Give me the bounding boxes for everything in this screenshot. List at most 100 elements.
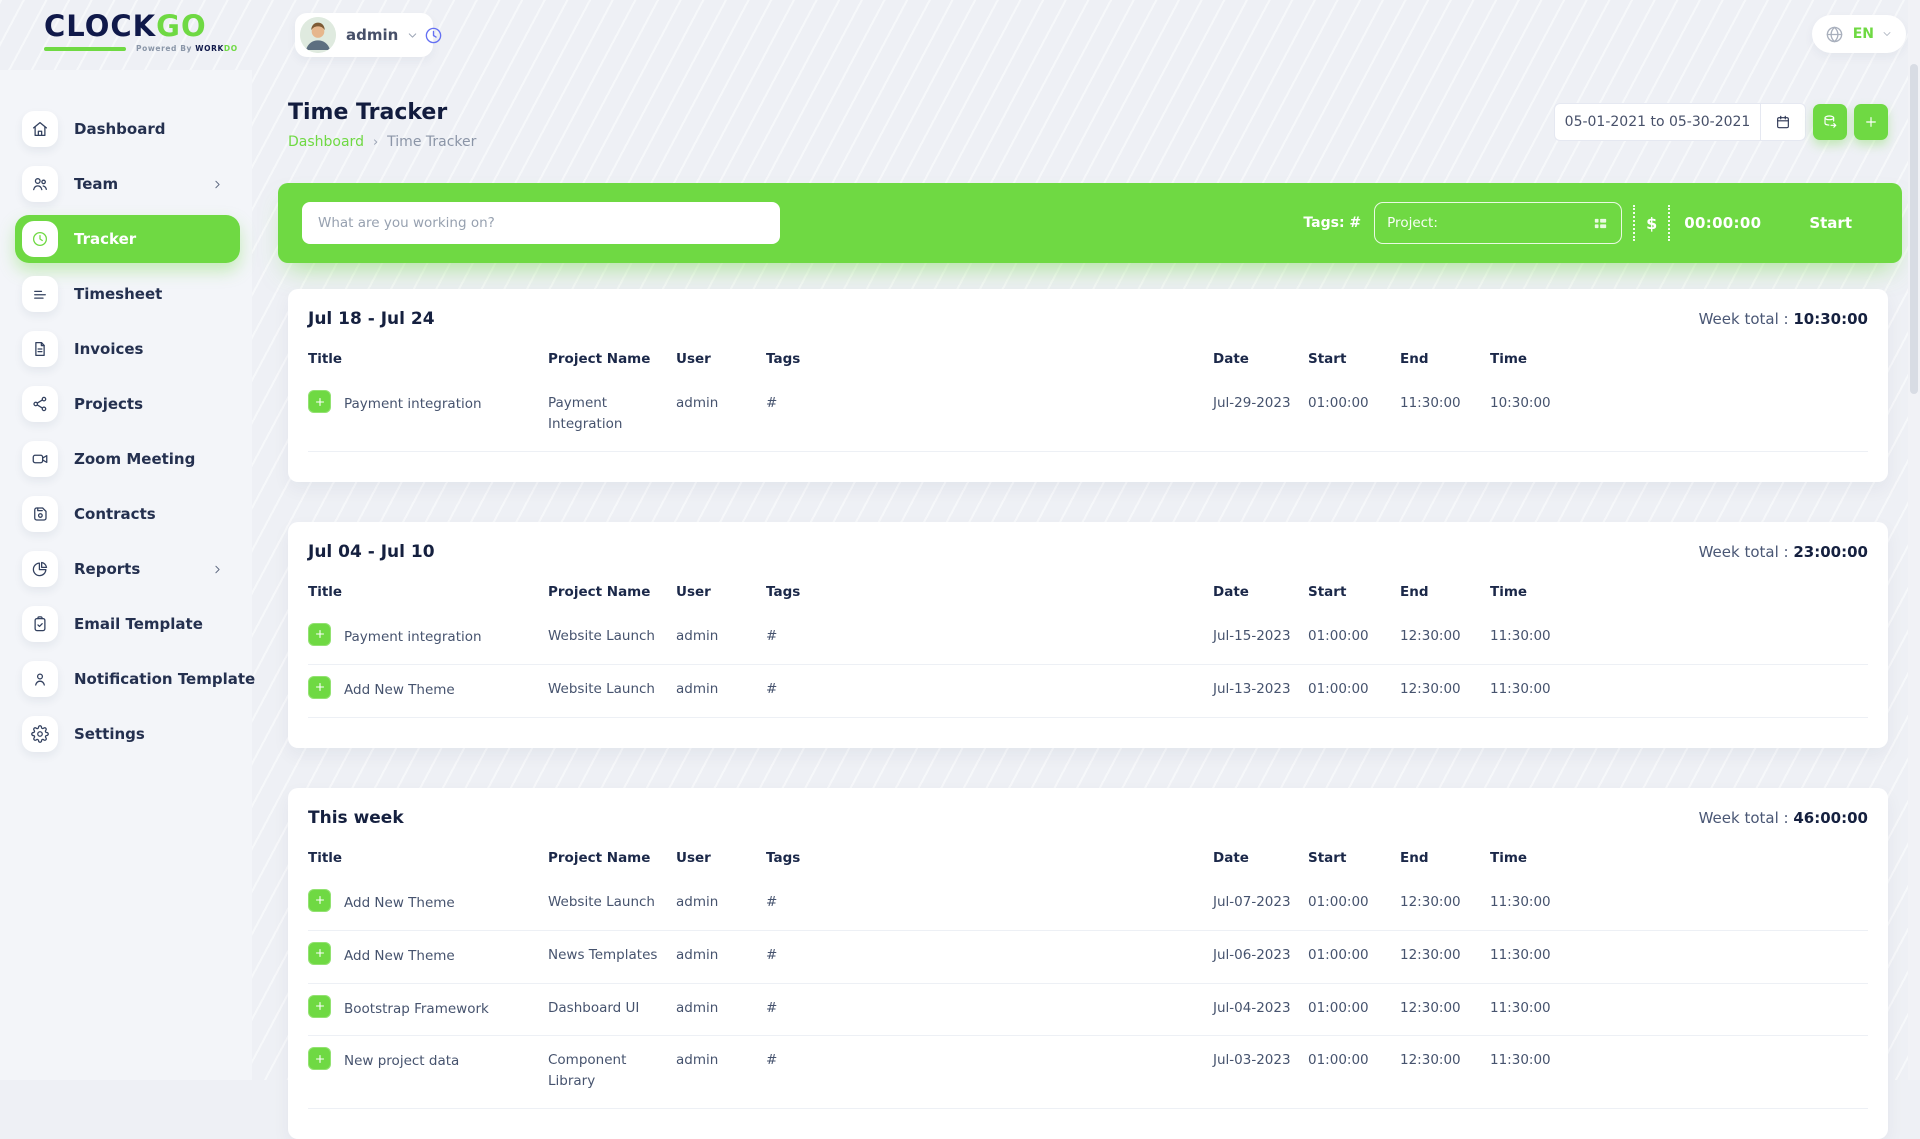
entry-tags: # [766,1052,778,1069]
add-entry-button[interactable] [308,622,331,646]
sidebar-item-label: Tracker [74,230,137,248]
entry-user: admin [676,680,719,697]
brand-name: CLOCKGO [44,10,238,42]
timesheet-lines-icon [34,290,46,299]
brand-name-accent: GO [156,9,207,43]
column-header: Project Name [548,849,651,866]
time-entry-row: Add New Theme Website Launch admin # Jul… [308,665,1868,718]
user-name: admin [346,26,399,44]
plus-icon [315,949,324,958]
sidebar-item-invoices[interactable]: Invoices [15,325,240,373]
week-total: Week total : 46:00:00 [1699,809,1868,827]
breadcrumb-separator: › [372,134,379,150]
entry-project: News Templates [548,946,658,963]
entry-title-cell: Payment integration [308,622,548,648]
sidebar-item-email-template[interactable]: Email Template [15,600,240,648]
entry-title-cell: Bootstrap Framework [308,994,548,1020]
column-header: End [1400,849,1429,866]
add-button[interactable] [1854,104,1888,140]
sidebar-item-zoom-meeting[interactable]: Zoom Meeting [15,435,240,483]
entry-start: 01:00:00 [1308,680,1369,697]
table-header-row: Title Project Name User Tags Date Start … [308,850,1868,878]
date-range-input[interactable] [1554,103,1760,141]
entry-time: 10:30:00 [1490,395,1551,411]
add-entry-button[interactable] [308,941,331,965]
breadcrumb-current: Time Tracker [387,134,477,150]
calendar-button[interactable] [1760,103,1806,141]
time-entry-row: Add New Theme Website Launch admin # Jul… [308,878,1868,931]
sidebar-item-reports[interactable]: Reports [15,545,240,593]
week-total-label: Week total : [1698,310,1789,328]
team-icon [33,178,47,191]
plus-icon [315,397,324,406]
column-header: Tags [766,583,801,600]
sidebar-item-label: Reports [74,560,141,578]
user-menu[interactable]: admin [295,13,434,57]
entry-title: Add New Theme [344,681,455,698]
main-content: Time Tracker Dashboard › Time Tracker [278,70,1902,1139]
sidebar-item-label: Settings [74,725,145,743]
sidebar-item-projects[interactable]: Projects [15,380,240,428]
entry-time: 11:30:00 [1490,1052,1551,1069]
tracker-controls: Tags: # Project: $ 00:00:00 Start [1303,202,1852,244]
sidebar-item-tracker[interactable]: Tracker [15,215,240,263]
export-button[interactable] [1813,104,1847,140]
week-card: This week Week total : 46:00:00 Title Pr… [288,787,1888,1139]
entry-end: 12:30:00 [1400,1052,1461,1069]
week-label: Jul 04 - Jul 10 [308,541,435,562]
entry-end: 12:30:00 [1400,680,1461,697]
time-entry-row: Bootstrap Framework Dashboard UI admin #… [308,984,1868,1037]
time-entry-row: New project data Component Library admin… [308,1036,1868,1110]
add-entry-button[interactable] [308,1047,331,1071]
entry-user: admin [676,893,719,910]
clipboard-check-icon [34,616,46,632]
entry-time: 11:30:00 [1490,680,1551,697]
scrollbar-thumb[interactable] [1910,64,1918,394]
sidebar-item-settings[interactable]: Settings [15,710,240,758]
breadcrumb: Dashboard › Time Tracker [288,134,476,150]
add-entry-button[interactable] [308,994,331,1018]
video-camera-icon [32,454,48,464]
tags-label[interactable]: Tags: # [1303,215,1362,231]
sidebar-item-label: Projects [74,395,144,413]
working-on-input[interactable] [302,202,780,244]
entry-end: 12:30:00 [1400,999,1461,1016]
brand-logo[interactable]: CLOCKGO Powered By WORKDO [44,10,238,53]
start-button[interactable]: Start [1809,214,1852,232]
sidebar-item-contracts[interactable]: Contracts [15,490,240,538]
week-total-value: 46:00:00 [1793,808,1868,827]
column-header: Start [1308,583,1347,600]
entry-title: Bootstrap Framework [344,1000,489,1017]
add-entry-button[interactable] [308,888,331,912]
week-total: Week total : 23:00:00 [1699,543,1868,561]
globe-icon [1826,26,1843,42]
invoice-file-icon [35,341,45,357]
entry-title: Add New Theme [344,947,455,964]
entry-time: 11:30:00 [1490,627,1551,644]
entry-date: Jul-29-2023 [1213,395,1291,411]
sidebar-item-timesheet[interactable]: Timesheet [15,270,240,318]
sidebar-item-team[interactable]: Team [15,160,240,208]
project-select[interactable]: Project: [1374,202,1623,244]
column-header: User [676,849,711,866]
entry-project: Website Launch [548,627,655,644]
entry-project: Dashboard UI [548,999,640,1016]
home-icon [32,121,48,137]
page-scrollbar[interactable] [1908,0,1920,1080]
add-entry-button[interactable] [308,390,331,413]
language-selector[interactable]: EN [1811,15,1906,53]
billable-toggle[interactable]: $ [1646,213,1658,233]
plus-icon [315,683,324,692]
timer-clock-icon[interactable] [422,26,444,48]
sidebar-item-label: Team [74,175,119,193]
breadcrumb-home-link[interactable]: Dashboard [288,134,364,150]
chevron-right-icon [215,180,220,188]
sidebar-item-dashboard[interactable]: Dashboard [15,105,240,153]
add-entry-button[interactable] [308,675,331,699]
week-label: Jul 18 - Jul 24 [308,309,435,329]
brand-name-primary: CLOCK [44,9,157,43]
week-total: Week total : 10:30:00 [1699,310,1868,328]
sidebar-item-notification-template[interactable]: Notification Template [15,655,255,703]
page-title-block: Time Tracker Dashboard › Time Tracker [288,100,476,150]
week-card-header: Jul 18 - Jul 24 Week total : 10:30:00 [308,309,1868,329]
